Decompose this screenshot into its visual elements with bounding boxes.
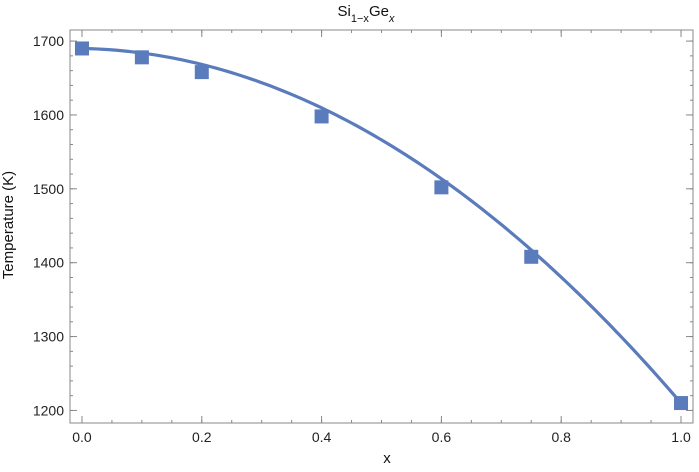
axis-tick-labels: 0.0 0.2 0.4 0.6 0.8 1.0 1200 1300 1400 1500 1600 17…	[33, 33, 691, 445]
y-tick-label: 1400	[33, 255, 64, 271]
x-tick-label: 0.4	[312, 429, 332, 445]
title-mid: Ge	[369, 3, 389, 20]
x-tick-label: 0.2	[192, 429, 212, 445]
data-point-marker	[674, 396, 689, 411]
x-tick-label: 1.0	[671, 429, 691, 445]
data-point-marker	[74, 41, 89, 56]
y-tick-label: 1300	[33, 329, 64, 345]
x-tick-label: 0.8	[551, 429, 571, 445]
chart-title: Si1−xGex	[338, 3, 395, 25]
title-base: Si	[338, 3, 351, 20]
y-axis-label: Temperature (K)	[0, 171, 17, 279]
axis-ticks	[70, 30, 693, 423]
x-axis-label: x	[383, 450, 391, 467]
fit-curve-layer	[81, 46, 683, 405]
plot-frame-rect	[69, 29, 694, 424]
data-point-marker	[434, 180, 449, 195]
plot-frame	[69, 29, 694, 424]
x-tick-label: 0.0	[72, 429, 92, 445]
y-tick-label: 1500	[33, 181, 64, 197]
data-point-marker	[314, 109, 329, 124]
data-points-layer	[74, 41, 689, 411]
data-point-marker	[524, 249, 539, 264]
fit-curve	[81, 46, 683, 405]
title-sub1: 1−x	[351, 13, 370, 25]
y-tick-label: 1200	[33, 402, 64, 418]
x-tick-label: 0.6	[432, 429, 452, 445]
data-point-marker	[134, 50, 149, 65]
y-tick-label: 1600	[33, 107, 64, 123]
title-sub2: x	[388, 13, 395, 25]
y-tick-label: 1700	[33, 33, 64, 49]
data-point-marker	[194, 65, 209, 80]
